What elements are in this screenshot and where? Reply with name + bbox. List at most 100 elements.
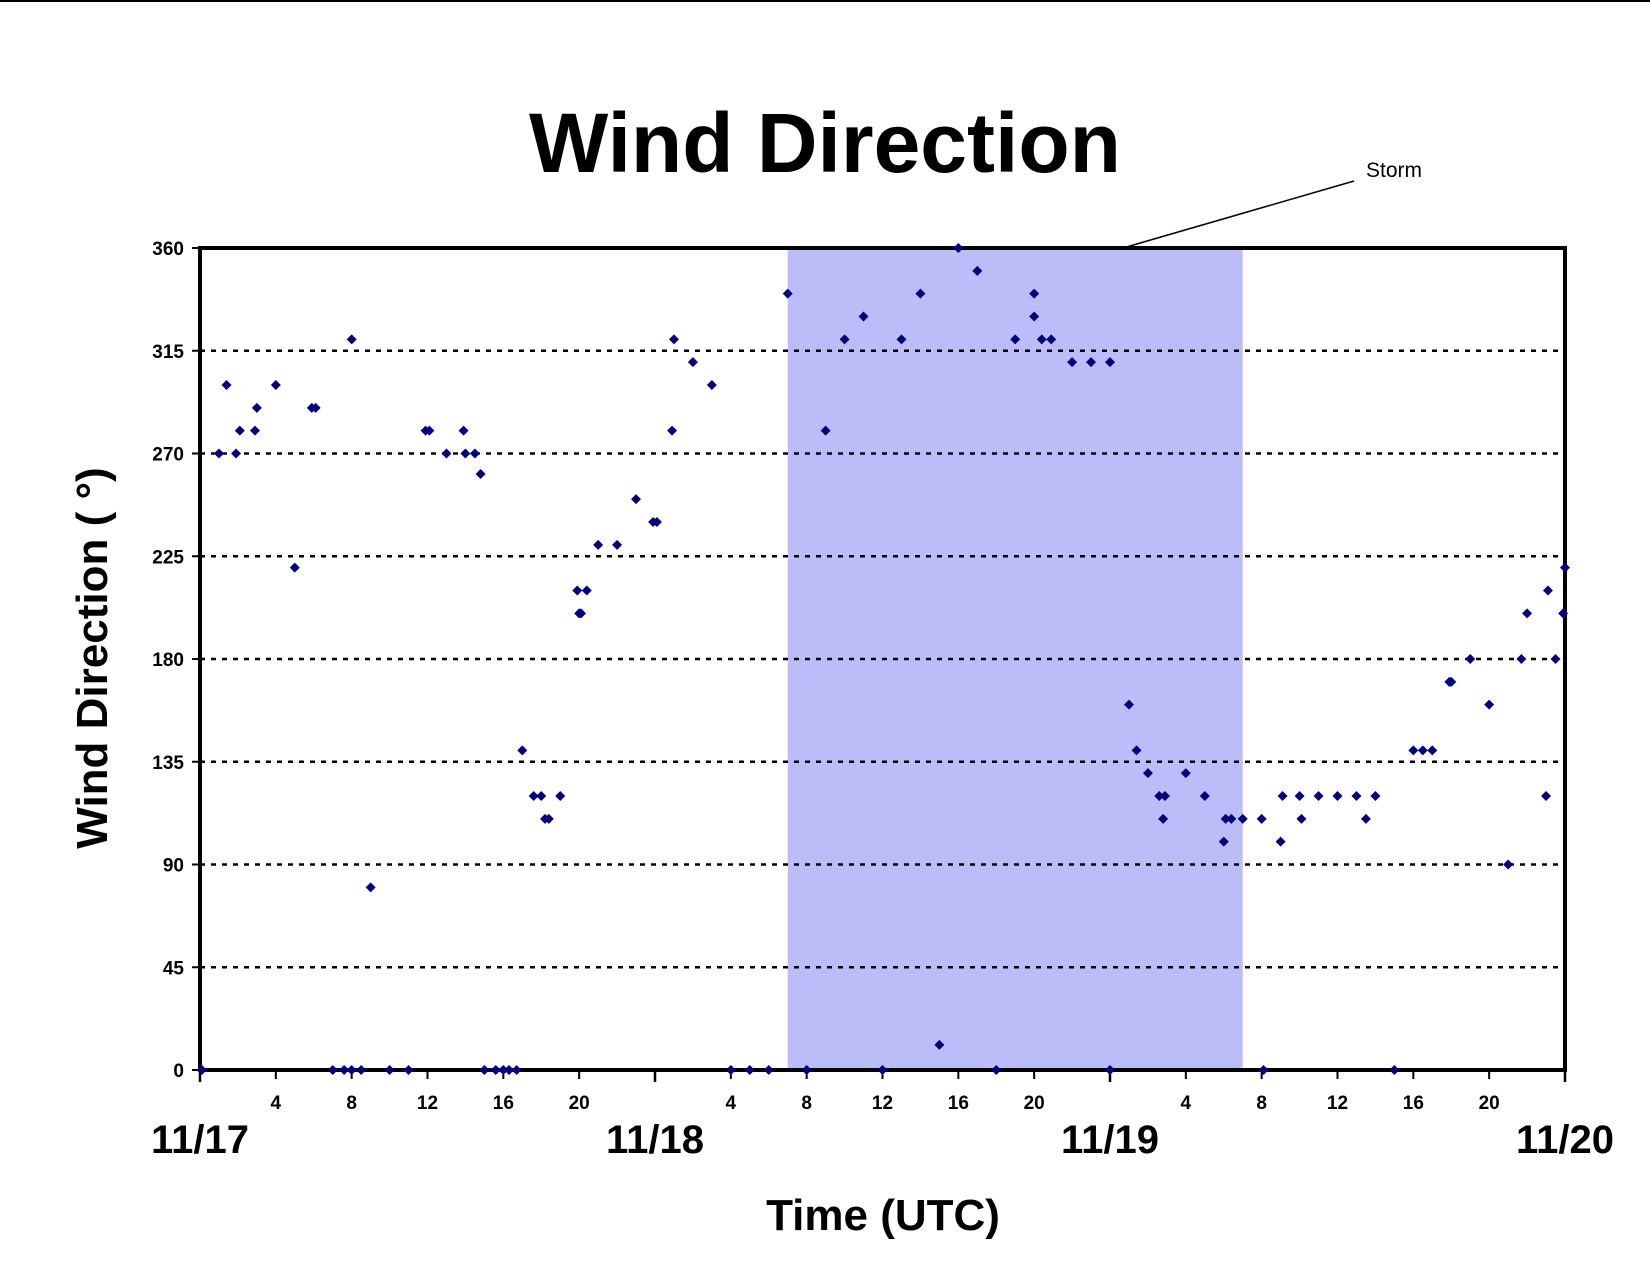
top-border-line [0, 0, 1650, 2]
data-point [820, 425, 831, 436]
data-point [839, 334, 850, 345]
data-point [403, 1065, 414, 1075]
data-point [1484, 699, 1495, 710]
data-point [356, 1065, 367, 1075]
gridlines [200, 349, 1565, 969]
y-tick-label: 180 [152, 650, 184, 671]
data-point [289, 562, 300, 573]
data-point [1237, 813, 1248, 824]
chart-title: Wind Direction [529, 96, 1121, 190]
data-point [270, 380, 281, 390]
data-point [972, 265, 983, 276]
x-hour-tick-label: 16 [493, 1093, 514, 1114]
data-point [346, 1065, 357, 1075]
data-point [1408, 745, 1419, 756]
data-point [877, 1065, 888, 1075]
x-date-tick-label: 11/19 [1061, 1118, 1159, 1162]
data-point [479, 1065, 490, 1075]
data-point [469, 448, 480, 459]
data-point [1560, 562, 1570, 573]
data-point [858, 311, 869, 322]
x-hour-tick-label: 4 [271, 1093, 282, 1114]
data-point [725, 1065, 736, 1075]
y-tick-label: 315 [152, 342, 184, 363]
data-point [310, 402, 321, 413]
data-point [1370, 791, 1381, 801]
data-point [763, 1065, 774, 1075]
data-point [327, 1065, 338, 1075]
y-axis-title: Wind Direction ( °) [68, 467, 117, 848]
data-point [1360, 813, 1371, 824]
x-date-tick-label: 11/20 [1516, 1118, 1614, 1162]
data-point [668, 334, 679, 345]
x-hour-tick-label: 8 [346, 1093, 357, 1114]
storm-annotation-leader [1122, 180, 1355, 249]
data-point [231, 448, 242, 459]
data-point [475, 469, 486, 480]
data-point [1516, 654, 1527, 664]
x-hour-tick-label: 12 [1327, 1093, 1348, 1114]
data-point [576, 608, 587, 619]
data-point [1446, 676, 1457, 687]
data-point [1220, 813, 1231, 824]
data-point [460, 448, 471, 459]
data-point [1258, 1065, 1269, 1075]
data-point [1131, 745, 1142, 756]
data-point [1542, 585, 1553, 596]
data-point [1105, 1065, 1115, 1075]
x-hour-tick-label: 12 [872, 1093, 893, 1114]
data-point [1541, 791, 1552, 801]
data-point [196, 1065, 207, 1075]
y-tick-label: 360 [152, 239, 184, 260]
data-point [1332, 791, 1343, 801]
data-point [365, 882, 376, 893]
data-point [234, 425, 245, 436]
x-date-tick-label: 11/18 [606, 1118, 704, 1162]
data-point [1503, 859, 1514, 870]
y-tick-label: 45 [163, 958, 185, 979]
data-point [953, 243, 964, 253]
data-point [1296, 813, 1307, 824]
x-date-tick-label: 11/17 [151, 1118, 249, 1162]
data-point [424, 425, 435, 436]
data-point [536, 791, 547, 801]
data-point [667, 425, 678, 436]
data-point [1313, 791, 1324, 801]
data-point [1275, 836, 1286, 847]
data-point [1522, 608, 1533, 619]
data-point [1550, 654, 1561, 664]
data-point [1256, 813, 1267, 824]
data-point [687, 357, 698, 368]
storm-annotation-label: Storm [1366, 159, 1422, 182]
x-axis-title: Time (UTC) [766, 1191, 1000, 1240]
data-point [1389, 1065, 1400, 1075]
data-point [651, 517, 662, 527]
data-point [1029, 311, 1040, 322]
x-hour-tick-label: 20 [569, 1093, 590, 1114]
data-point [1427, 745, 1438, 756]
data-point [1086, 357, 1097, 368]
y-axis-ticks: 0 45 90 135 180 225 270 315 360 [152, 239, 200, 1082]
x-hour-tick-label: 20 [1024, 1093, 1045, 1114]
data-point [1294, 791, 1305, 801]
data-point [1067, 357, 1078, 368]
data-point [504, 1065, 515, 1075]
x-axis-ticks: 4 8 12 16 20 4 8 12 16 20 4 8 12 16 20 11/17 11/18 11/19 1… [151, 1070, 1614, 1162]
data-point [1046, 334, 1057, 345]
data-point [593, 539, 604, 550]
data-point [221, 380, 232, 390]
data-point [1417, 745, 1428, 756]
x-hour-tick-label: 16 [948, 1093, 969, 1114]
y-tick-label: 90 [163, 856, 184, 877]
data-point [631, 494, 642, 505]
x-hour-tick-label: 8 [801, 1093, 812, 1114]
data-point [612, 539, 623, 550]
data-point [517, 745, 528, 756]
data-point [511, 1065, 522, 1075]
data-point [384, 1065, 395, 1075]
data-point [572, 585, 583, 596]
data-point [490, 1065, 501, 1075]
data-point [339, 1065, 350, 1075]
data-point [458, 425, 469, 436]
data-point [991, 1065, 1002, 1075]
